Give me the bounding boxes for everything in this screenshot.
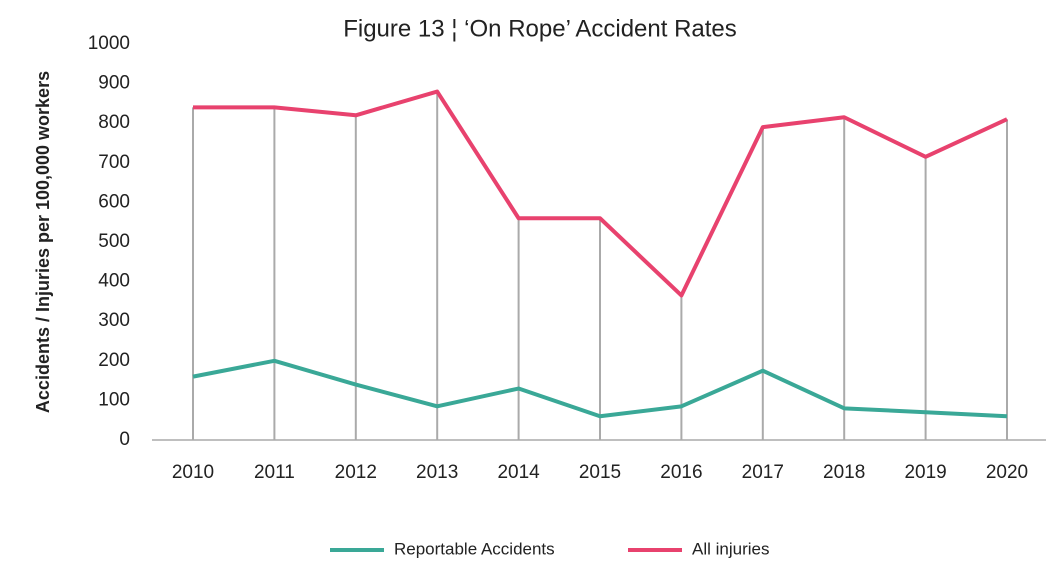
- series-line: [193, 89, 1008, 298]
- x-tick-label: 2013: [416, 462, 458, 483]
- x-tick-label: 2016: [660, 462, 702, 483]
- y-tick-label: 100: [98, 389, 130, 410]
- series-line: [192, 358, 1008, 419]
- x-tick-label: 2010: [172, 462, 214, 483]
- legend-label: Reportable Accidents: [394, 539, 555, 558]
- x-tick-label: 2011: [254, 462, 295, 483]
- x-tick-label: 2017: [742, 462, 784, 483]
- y-axis-label: Accidents / Injuries per 100,000 workers: [33, 71, 53, 413]
- x-tick-label: 2020: [986, 462, 1028, 483]
- x-tick-label: 2015: [579, 462, 621, 483]
- y-tick-label: 300: [98, 310, 130, 331]
- x-tick-label: 2014: [497, 462, 540, 483]
- y-tick-label: 900: [98, 73, 130, 94]
- y-tick-label: 600: [98, 191, 130, 212]
- chart-title: Figure 13 ¦ ‘On Rope’ Accident Rates: [343, 15, 737, 42]
- y-tick-label: 1000: [88, 33, 130, 54]
- x-tick-label: 2012: [335, 462, 377, 483]
- y-tick-label: 800: [98, 112, 130, 133]
- y-tick-label: 700: [98, 152, 130, 173]
- y-tick-label: 200: [98, 350, 130, 371]
- y-tick-label: 0: [119, 429, 130, 450]
- x-tick-label: 2019: [904, 462, 946, 483]
- y-tick-label: 500: [98, 231, 130, 252]
- x-tick-label: 2018: [823, 462, 865, 483]
- y-tick-label: 400: [98, 271, 130, 292]
- legend-label: All injuries: [692, 539, 769, 558]
